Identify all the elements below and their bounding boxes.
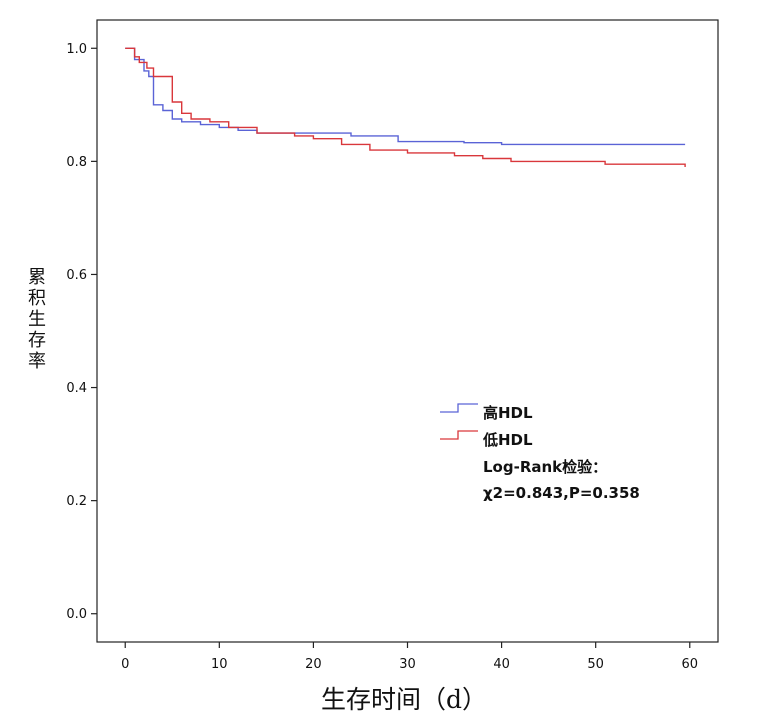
chi-square-statistic: χ2=0.843,P=0.358: [483, 484, 640, 502]
x-axis-title: 生存时间（d）: [321, 685, 487, 714]
y-tick-label: 0.8: [66, 155, 87, 170]
y-axis-title-char: 生: [28, 309, 46, 330]
x-tick-label: 50: [587, 657, 604, 672]
x-tick-label: 0: [121, 657, 129, 672]
x-tick-label: 10: [211, 657, 228, 672]
y-axis-title-char: 累: [28, 267, 46, 288]
legend: 高HDL 低HDL Log-Rank检验： χ2=0.843,P=0.358: [440, 403, 640, 502]
x-tick-label: 30: [399, 657, 416, 672]
series-line-low-hdl: [125, 47, 686, 167]
x-tick-label: 20: [305, 657, 322, 672]
legend-swatch-high-hdl: [440, 403, 478, 413]
x-tick-label: 60: [681, 657, 698, 672]
log-rank-test-label: Log-Rank检验：: [483, 458, 607, 476]
y-axis-title-char: 存: [28, 330, 46, 351]
y-tick-label: 0.6: [66, 268, 87, 283]
legend-swatch-low-hdl: [440, 430, 478, 440]
series-line-high-hdl: [125, 47, 686, 146]
y-tick-label: 1.0: [66, 42, 87, 57]
legend-label-high-hdl: 高HDL: [483, 404, 533, 422]
y-axis-title-char: 率: [28, 351, 46, 372]
x-tick-label: 40: [493, 657, 510, 672]
x-axis: 0 10 20 30 40 50 60: [121, 642, 698, 672]
legend-label-low-hdl: 低HDL: [482, 431, 533, 449]
y-tick-label: 0.2: [66, 494, 87, 509]
y-axis-title-char: 积: [28, 288, 46, 309]
y-tick-label: 0.0: [66, 607, 87, 622]
y-axis: 0.0 0.2 0.4 0.6 0.8 1.0: [66, 42, 97, 622]
series-layer: [125, 47, 686, 167]
y-tick-label: 0.4: [66, 381, 87, 396]
